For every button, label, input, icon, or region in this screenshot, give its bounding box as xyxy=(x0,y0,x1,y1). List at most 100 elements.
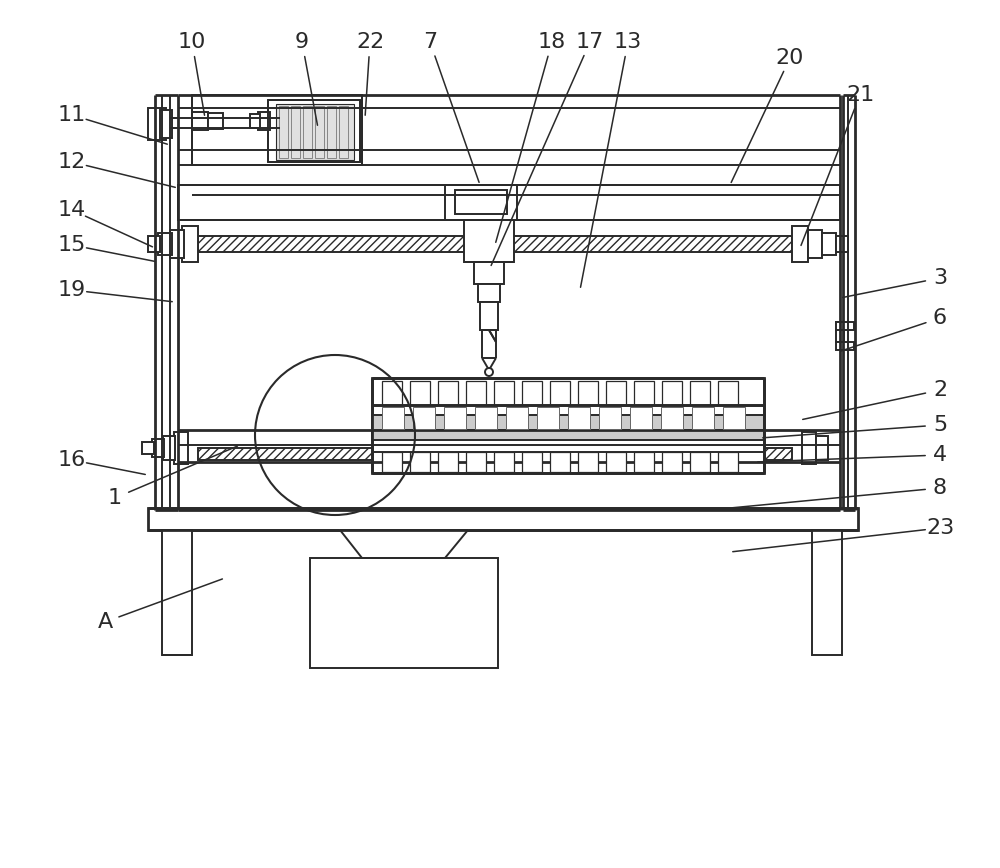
Bar xyxy=(599,407,621,429)
Bar xyxy=(279,106,288,158)
Bar xyxy=(163,436,175,460)
Text: 2: 2 xyxy=(933,380,947,400)
Bar xyxy=(276,104,354,160)
Bar xyxy=(438,452,458,472)
Text: 7: 7 xyxy=(423,32,437,52)
Bar xyxy=(475,407,497,429)
Text: 6: 6 xyxy=(933,308,947,328)
Bar xyxy=(506,407,528,429)
Text: 4: 4 xyxy=(933,445,947,465)
Bar xyxy=(148,108,166,140)
Bar xyxy=(382,407,404,429)
Bar xyxy=(445,185,517,220)
Bar xyxy=(836,322,854,330)
Text: 3: 3 xyxy=(933,268,947,288)
Bar xyxy=(494,452,514,472)
Bar xyxy=(466,452,486,472)
Text: 5: 5 xyxy=(933,415,947,435)
Bar xyxy=(192,112,208,130)
Bar xyxy=(160,110,172,138)
Bar xyxy=(382,381,402,405)
Bar xyxy=(258,112,270,130)
Bar xyxy=(522,381,542,405)
Bar xyxy=(382,452,402,472)
Bar xyxy=(792,226,808,262)
Bar xyxy=(208,113,223,129)
Text: 12: 12 xyxy=(58,152,86,172)
Bar xyxy=(494,381,514,405)
Bar xyxy=(634,452,654,472)
Bar xyxy=(836,342,854,350)
Bar xyxy=(630,407,652,429)
Bar xyxy=(372,415,764,440)
Bar xyxy=(723,407,745,429)
Text: 23: 23 xyxy=(926,518,954,538)
Bar xyxy=(802,432,816,464)
Bar xyxy=(178,185,840,220)
Text: 9: 9 xyxy=(295,32,309,52)
Bar xyxy=(550,381,570,405)
Text: 17: 17 xyxy=(576,32,604,52)
Bar xyxy=(522,452,542,472)
Bar xyxy=(606,452,626,472)
Bar xyxy=(836,322,844,342)
Text: 20: 20 xyxy=(776,48,804,68)
Text: 8: 8 xyxy=(933,478,947,498)
Text: 11: 11 xyxy=(58,105,86,125)
Circle shape xyxy=(485,368,493,376)
Bar xyxy=(578,381,598,405)
Bar xyxy=(480,302,498,330)
Bar xyxy=(466,381,486,405)
Bar xyxy=(606,381,626,405)
Bar xyxy=(174,432,188,464)
Bar xyxy=(182,226,198,262)
Bar xyxy=(718,381,738,405)
Bar xyxy=(303,106,312,158)
Bar xyxy=(372,378,764,473)
Bar xyxy=(162,530,192,655)
Bar xyxy=(634,381,654,405)
Bar xyxy=(478,284,500,302)
Text: 10: 10 xyxy=(178,32,206,52)
Bar xyxy=(310,558,498,668)
Bar xyxy=(410,381,430,405)
Bar xyxy=(268,100,360,162)
Text: 16: 16 xyxy=(58,450,86,470)
Bar xyxy=(152,439,164,457)
Bar xyxy=(537,407,559,429)
Bar xyxy=(327,106,336,158)
Bar xyxy=(158,233,172,255)
Bar xyxy=(413,407,435,429)
Bar xyxy=(198,236,792,252)
Bar xyxy=(812,530,842,655)
Bar xyxy=(192,95,362,165)
Text: 15: 15 xyxy=(58,235,86,255)
Text: 21: 21 xyxy=(846,85,874,105)
Text: 14: 14 xyxy=(58,200,86,220)
Bar xyxy=(291,106,300,158)
Bar xyxy=(464,220,514,262)
Bar xyxy=(816,436,828,460)
Bar xyxy=(444,407,466,429)
Bar xyxy=(455,190,507,214)
Bar xyxy=(250,114,260,128)
Text: A: A xyxy=(97,612,113,632)
Text: 19: 19 xyxy=(58,280,86,300)
Bar xyxy=(690,452,710,472)
Bar xyxy=(339,106,348,158)
Bar xyxy=(578,452,598,472)
Bar xyxy=(718,452,738,472)
Bar xyxy=(410,452,430,472)
Text: 13: 13 xyxy=(614,32,642,52)
Polygon shape xyxy=(340,530,468,558)
Bar xyxy=(142,442,154,454)
Bar xyxy=(690,381,710,405)
Bar xyxy=(568,407,590,429)
Bar xyxy=(822,233,836,255)
Bar xyxy=(198,448,792,460)
Bar xyxy=(836,236,848,252)
Bar xyxy=(148,508,858,530)
Polygon shape xyxy=(482,330,496,342)
Bar xyxy=(692,407,714,429)
Bar xyxy=(550,452,570,472)
